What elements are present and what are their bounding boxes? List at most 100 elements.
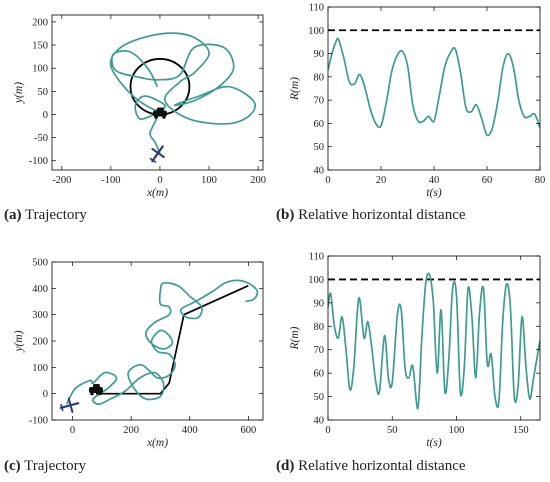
panel-a-vehicle-cab [156,107,164,112]
panel-d-xtick-label: 0 [325,425,330,436]
panel-b-ytick-label: 110 [309,3,324,14]
panel-d-relative-distance: 0 50 100 150 40 50 60 70 80 90 100 110 t(s) R(m) [289,252,541,449]
panel-a-vehicle-body [152,110,167,117]
panel-c-vehicle-body [88,387,103,394]
caption-c-tag: (c) [4,458,21,474]
panel-d-xtick-label: 50 [387,425,398,436]
caption-b-tag: (b) [276,207,294,223]
caption-c-text: Trajectory [21,458,87,474]
panel-c-ytick-label: 300 [32,310,48,321]
panel-c-axes-frame [51,261,264,421]
panel-c-aircraft-wing [67,397,74,414]
panel-b-ytick-label: 70 [314,96,325,107]
panel-a-axes-frame [51,14,264,171]
panel-c-ytick-label: 0 [43,389,48,400]
panel-c-vehicle-marker [88,384,103,396]
panel-a-aircraft-marker [149,145,165,163]
panel-d-ytick-label: 60 [314,369,325,380]
panel-d-ytick-label: 110 [309,252,324,263]
panel-a-ytick-label: 50 [38,87,49,98]
panel-b-ytick-label: 60 [314,119,325,130]
panel-c-xtick-label: 200 [123,425,139,436]
caption-a: (a) Trajectory [4,207,87,223]
panel-a-xtick-label: 0 [157,175,162,186]
panel-c-xtick-label: 0 [70,425,75,436]
panel-c-aircraft-tail [60,403,64,412]
panel-c-vehicle-wheel [98,391,102,396]
caption-a-tag: (a) [4,207,22,223]
panel-b-xtick-label: 20 [376,175,387,186]
panel-b-xtick-label: 0 [325,175,330,186]
panel-a-plot-area [109,32,256,163]
panel-c-aircraft-trajectory-line [65,279,259,406]
panel-a-xtick-label: 200 [250,175,266,186]
panel-a-xtick-label: -200 [52,175,71,186]
panel-b-xtick-label: 60 [482,175,493,186]
panel-a-ytick-label: -50 [34,133,48,144]
panel-d-ytick-label: 100 [308,275,324,286]
panel-c-trajectory: 0 200 400 600 -100 0 100 200 300 400 500 x(m) y(m) [13,258,264,449]
panel-b-axes-frame [327,6,541,171]
panel-d-distance-series-line [328,272,540,410]
panel-c-plot-area [59,279,259,414]
panel-b-xtick-label: 80 [535,175,546,186]
panel-c-xlabel: x(m) [146,437,168,449]
panel-d-ytick-label: 80 [314,322,325,333]
panel-b-ytick-label: 80 [314,72,325,83]
panel-c-aircraft-marker [59,397,80,414]
panel-c-xtick-label: 600 [240,425,256,436]
panel-b-ytick-label: 100 [308,26,324,37]
panel-d-plot-area [328,272,540,410]
panel-b-ylabel: R(m) [289,77,301,101]
panel-c-ytick-label: -100 [29,416,48,427]
panel-c-ytick-label: 200 [32,337,48,348]
caption-b: (b) Relative horizontal distance [276,207,466,223]
panel-a-ytick-label: -100 [29,156,48,167]
panel-a-ylabel: y(m) [13,82,25,104]
panel-a-trajectory: -200 -100 0 100 200 -100 -50 0 50 100 150 200 x(m) y(… [13,14,266,199]
panel-b-xlabel: t(s) [426,187,442,199]
panel-a-vehicle-wheel [162,115,166,119]
panel-d-axes-frame [327,255,541,421]
panel-c-ytick-label: 500 [32,258,48,269]
panel-d-ytick-label: 40 [314,416,325,427]
panel-d-xlabel: t(s) [426,437,442,449]
panel-b-distance-series-line [328,37,540,137]
panel-a-ytick-label: 0 [43,110,48,121]
panel-a-vehicle-marker [152,107,167,119]
panel-d-xtick-label: 150 [513,425,529,436]
panel-b-relative-distance: 0 20 40 60 80 40 50 60 70 80 90 100 110 t(s) R(m) [289,3,545,200]
panel-b-plot-area [328,29,540,137]
caption-c: (c) Trajectory [4,458,87,474]
panel-a-xtick-label: -100 [101,175,120,186]
panel-b-ytick-label: 90 [314,49,325,60]
panel-a-aircraft-trajectory-line [109,32,256,155]
panel-d-ytick-label: 50 [314,392,325,403]
panel-c-ylabel: y(m) [13,330,25,352]
panel-d-ylabel: R(m) [289,326,301,350]
caption-b-text: Relative horizontal distance [294,207,466,223]
caption-d: (d) Relative horizontal distance [276,458,466,474]
panel-a-ytick-label: 150 [32,41,48,52]
panel-a-xtick-label: 100 [201,175,217,186]
panel-b-xtick-label: 40 [429,175,440,186]
panel-a-vehicle-wheel [154,115,158,119]
panel-d-ytick-label: 90 [314,298,325,309]
panel-a-vehicle-orbit-line [129,58,191,116]
panel-a-aircraft-tail [149,157,157,163]
panel-a-xlabel: x(m) [146,187,168,199]
panel-a-aircraft-wing [151,147,165,159]
panel-c-ytick-label: 400 [32,284,48,295]
panel-c-vehicle-wheel [90,391,94,396]
panel-c-xtick-label: 400 [182,425,198,436]
panel-a-ytick-label: 200 [32,17,48,28]
caption-a-text: Trajectory [22,207,88,223]
panel-c-ytick-label: 100 [32,363,48,374]
panel-d-xtick-label: 100 [449,425,465,436]
caption-d-tag: (d) [276,458,294,474]
panel-b-ytick-label: 50 [314,142,325,153]
caption-d-text: Relative horizontal distance [294,458,466,474]
panel-a-ytick-label: 100 [32,64,48,75]
